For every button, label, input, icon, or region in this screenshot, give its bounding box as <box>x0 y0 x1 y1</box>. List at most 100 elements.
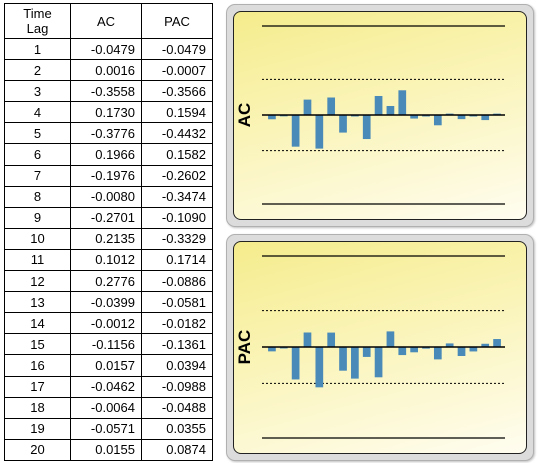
header-time-lag: Time Lag <box>4 3 71 39</box>
pac-bar <box>398 347 407 356</box>
cell-ac: -0.2701 <box>70 206 142 229</box>
cell-lag: 14 <box>4 312 71 335</box>
cell-pac: -0.3329 <box>141 227 213 250</box>
ac-bar <box>327 97 336 115</box>
ac-bar <box>291 115 300 147</box>
pac-bar <box>445 343 454 347</box>
ac-bar <box>374 95 383 115</box>
cell-lag: 5 <box>4 122 71 145</box>
pac-bar <box>339 347 347 371</box>
table-row: 6 0.1966 0.1582 <box>4 143 213 166</box>
table-row: 20 0.0155 0.0874 <box>4 438 213 461</box>
cell-pac: 0.0874 <box>141 438 213 461</box>
ac-bar <box>315 115 324 149</box>
pac-chart: PAC <box>235 255 505 439</box>
header-pac: PAC <box>141 3 213 39</box>
cell-pac: -0.1361 <box>141 333 213 356</box>
cell-lag: 7 <box>4 164 71 187</box>
ac-bar <box>410 115 418 119</box>
table-row: 5 -0.3776 -0.4432 <box>4 122 213 145</box>
table-body: 1 -0.0479 -0.0479 2 0.0016 -0.0007 3 -0.3558 -0.… <box>4 37 213 461</box>
cell-ac: -0.0462 <box>70 375 142 398</box>
cell-ac: -0.0399 <box>70 291 142 314</box>
cell-pac: -0.4432 <box>141 122 213 145</box>
cell-ac: 0.0016 <box>70 59 142 82</box>
cell-pac: -0.0988 <box>141 375 213 398</box>
ac-chart-area: AC <box>233 11 527 220</box>
ac-bar <box>339 115 347 133</box>
ac-chart-panel: AC <box>226 4 534 227</box>
pac-bar <box>481 343 490 347</box>
pac-bar <box>291 347 300 380</box>
cell-lag: 9 <box>4 206 71 229</box>
cell-lag: 1 <box>4 37 71 61</box>
pac-bar <box>351 347 359 379</box>
cell-lag: 10 <box>4 227 71 250</box>
pac-bar <box>457 347 466 356</box>
pac-bar <box>303 332 312 347</box>
cell-pac: -0.0182 <box>141 312 213 335</box>
cell-lag: 19 <box>4 417 71 440</box>
pac-chart-area: PAC <box>233 241 527 454</box>
pac-bar <box>268 347 276 352</box>
table-row: 13 -0.0399 -0.0581 <box>4 291 213 314</box>
pac-bar <box>410 347 418 353</box>
table-row: 1 -0.0479 -0.0479 <box>4 37 213 61</box>
ac-axis-label: AC <box>235 103 254 128</box>
cell-ac: 0.1730 <box>70 101 142 124</box>
cell-lag: 12 <box>4 270 71 293</box>
table-row: 2 0.0016 -0.0007 <box>4 59 213 82</box>
cell-lag: 4 <box>4 101 71 124</box>
pac-bar <box>469 347 478 352</box>
cell-pac: -0.3566 <box>141 80 213 103</box>
table-row: 18 -0.0064 -0.0488 <box>4 396 213 419</box>
table-row: 12 0.2776 -0.0886 <box>4 270 213 293</box>
ac-bar <box>303 99 312 115</box>
cell-lag: 8 <box>4 185 71 208</box>
cell-lag: 2 <box>4 59 71 82</box>
ac-chart: AC <box>235 25 505 205</box>
cell-pac: 0.1594 <box>141 101 213 124</box>
cell-ac: 0.2776 <box>70 270 142 293</box>
ac-bar <box>433 115 442 126</box>
ac-bar <box>398 90 407 115</box>
cell-lag: 16 <box>4 354 71 377</box>
pac-bar <box>386 331 395 347</box>
cell-pac: -0.1090 <box>141 206 213 229</box>
table-row: 19 -0.0571 0.0355 <box>4 417 213 440</box>
pac-bar <box>374 347 383 378</box>
table-row: 14 -0.0012 -0.0182 <box>4 312 213 335</box>
table-row: 3 -0.3558 -0.3566 <box>4 80 213 103</box>
cell-ac: -0.3776 <box>70 122 142 145</box>
pac-bar <box>493 339 501 347</box>
cell-pac: 0.1714 <box>141 248 213 272</box>
cell-pac: -0.0479 <box>141 37 213 61</box>
cell-ac: -0.1156 <box>70 333 142 356</box>
cell-lag: 20 <box>4 438 71 461</box>
pac-bar <box>433 347 442 360</box>
cell-pac: -0.0007 <box>141 59 213 82</box>
pac-bar <box>327 332 336 347</box>
table-row: 11 0.1012 0.1714 <box>4 248 213 272</box>
cell-lag: 13 <box>4 291 71 314</box>
cell-pac: -0.0581 <box>141 291 213 314</box>
acf-pacf-table: Time Lag AC PAC 1 -0.0479 -0.0479 2 0.0016 -0… <box>4 3 213 461</box>
header-time-lag-line2: Lag <box>26 21 49 36</box>
table-row: 10 0.2135 -0.3329 <box>4 227 213 250</box>
header-time-lag-line1: Time <box>23 6 52 21</box>
cell-pac: 0.1582 <box>141 143 213 166</box>
table-row: 9 -0.2701 -0.1090 <box>4 206 213 229</box>
cell-ac: -0.0064 <box>70 396 142 419</box>
cell-pac: -0.0886 <box>141 270 213 293</box>
table-header-row: Time Lag AC PAC <box>4 3 213 39</box>
cell-lag: 15 <box>4 333 71 356</box>
cell-ac: 0.0155 <box>70 438 142 461</box>
table-row: 15 -0.1156 -0.1361 <box>4 333 213 356</box>
pac-bar <box>362 347 371 357</box>
table-row: 7 -0.1976 -0.2602 <box>4 164 213 187</box>
cell-pac: -0.0488 <box>141 396 213 419</box>
cell-pac: 0.0355 <box>141 417 213 440</box>
cell-ac: 0.0157 <box>70 354 142 377</box>
cell-ac: -0.0571 <box>70 417 142 440</box>
cell-ac: 0.2135 <box>70 227 142 250</box>
